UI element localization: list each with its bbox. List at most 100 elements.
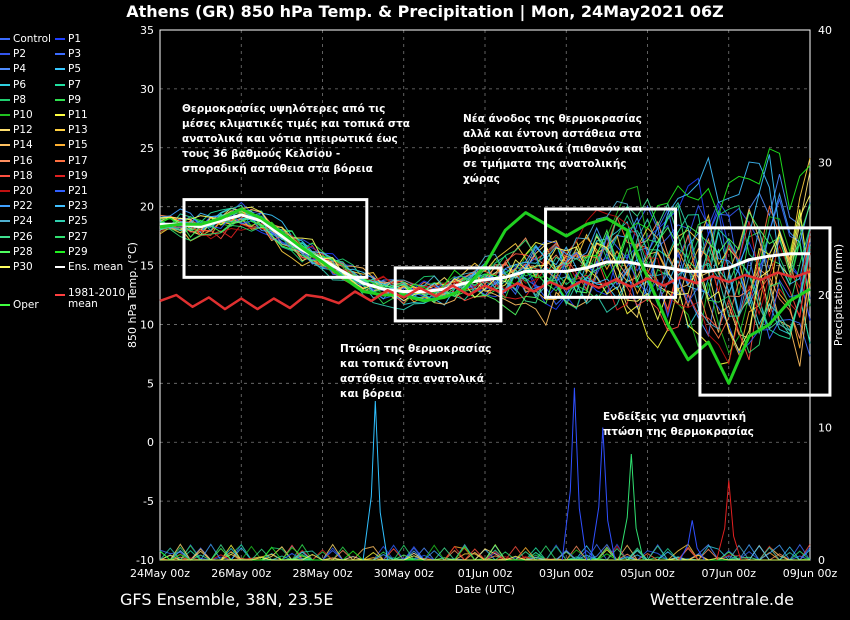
legend-item: P13 [55,123,88,137]
y-tick-label: 0 [147,436,154,449]
y-tick-label: 15 [140,260,154,273]
footer-site: Wetterzentrale.de [649,590,794,609]
legend-item: P6 [0,78,26,92]
legend-swatch [55,98,65,101]
legend-swatch [55,68,65,71]
y2-tick-label: 30 [818,157,832,170]
legend-label: P25 [68,215,88,228]
legend-swatch [0,129,10,132]
legend-item: P27 [55,230,88,244]
legend-item: P11 [55,108,88,122]
x-tick-label: 24May 00z [130,567,190,580]
annotation-line: Νέα άνοδος της θερμοκρασίας [463,113,642,125]
legend-swatch [0,304,10,306]
annotation-text: Ενδείξεις για σημαντική πτώση της θερμοκρ… [603,411,754,438]
legend-swatch [0,159,10,162]
legend-item: Control [0,32,51,46]
legend-swatch [0,190,10,192]
y-tick-label: 10 [140,318,154,331]
series-ens-mean [160,213,810,293]
legend-label: P9 [68,93,82,106]
annotation-line: και τοπικά έντονη [340,358,449,370]
legend-swatch [0,144,10,147]
legend-item: P21 [55,184,88,198]
annotations: Θερμοκρασίες υψηλότερες από τις μέσες κλι… [182,103,754,438]
y-tick-label: 25 [140,142,154,155]
legend-swatch [0,250,10,253]
annotation-line: τους 36 βαθμούς Κελσίου - [182,148,340,160]
legend-label: P23 [68,200,88,213]
annotation-line: πτώση της θερμοκρασίας [603,426,754,438]
annotation-line: Ενδείξεις για σημαντική [603,411,746,423]
annotation-line: χώρας [463,173,500,185]
legend-item: P19 [55,169,88,183]
x-tick-label: 28May 00z [292,567,352,580]
y2-tick-label: 20 [818,289,832,302]
legend-label: P4 [13,63,27,76]
legend-item: P8 [0,93,26,107]
legend-item: P1 [55,32,81,46]
legend-swatch [55,294,65,296]
legend-swatch [55,114,65,116]
series-1981-2010-mean [159,270,811,311]
member-line [159,204,811,316]
annotation-line: μέσες κλιματικές τιμές και τοπικά στα [182,118,410,130]
legend-label: P18 [13,169,33,182]
legend-label: P15 [68,139,88,152]
legend-swatch [55,83,65,86]
y-tick-label: 30 [140,83,154,96]
legend-label: P26 [13,230,33,243]
legend-item: P2 [0,47,26,61]
legend-item: P3 [55,47,81,61]
legend-label: P30 [13,261,33,273]
x-tick-label: 26May 00z [211,567,271,580]
legend-item: P14 [0,138,33,152]
legend-swatch [55,190,65,192]
legend-item: P5 [55,62,81,76]
x-tick-label: 09Jun 00z [783,567,838,580]
legend-item: P25 [55,214,88,228]
legend-swatch [0,83,10,86]
legend-swatch [55,250,65,253]
legend-label: P21 [68,185,88,197]
legend-label: P13 [68,124,88,137]
axis-labels: -10 -5 0 5 10 15 20 25 30 35 0 10 20 30 40 24May 00z 26M… [126,24,845,596]
legend-label: P24 [13,215,33,228]
legend-item: P24 [0,214,33,228]
y2-tick-label: 40 [818,24,832,37]
legend-label: P29 [68,245,88,258]
legend-label: P19 [68,169,88,182]
legend-label: 1981-2010 mean [68,287,126,310]
legend-swatch [55,174,65,177]
legend-item: P28 [0,245,33,259]
legend-label: P3 [68,48,82,61]
legend-item: P17 [55,154,88,168]
y2-tick-label: 10 [818,422,832,435]
x-tick-label: 30May 00z [374,567,434,580]
legend-label: P16 [13,154,33,167]
legend-swatch [0,174,10,177]
precip-peak [561,387,588,561]
legend-item: P22 [0,199,33,213]
y-axis-title: 850 hPa Temp. (°C) [126,242,139,348]
legend-item: P10 [0,108,33,122]
x-tick-label: 07Jun 00z [702,567,757,580]
legend-label: P27 [68,230,88,243]
y2-tick-label: 0 [818,554,825,567]
precip-peak [362,400,388,561]
legend-swatch [55,53,65,56]
x-tick-label: 05Jun 00z [620,567,675,580]
legend-label: P8 [13,93,27,106]
legend-swatch [0,235,10,238]
y-tick-label: 35 [140,24,154,37]
member-precip-line [160,553,810,561]
annotation-line: σποραδική αστάθεια στα βόρεια [182,163,373,175]
legend-item: P7 [55,78,81,92]
precip-peak [618,453,644,561]
legend-swatch [55,38,65,40]
main-series [159,207,811,385]
legend-label: P2 [13,48,27,61]
legend-swatch [55,266,65,268]
x-tick-label: 03Jun 00z [539,567,594,580]
legend-label: P28 [13,245,33,258]
